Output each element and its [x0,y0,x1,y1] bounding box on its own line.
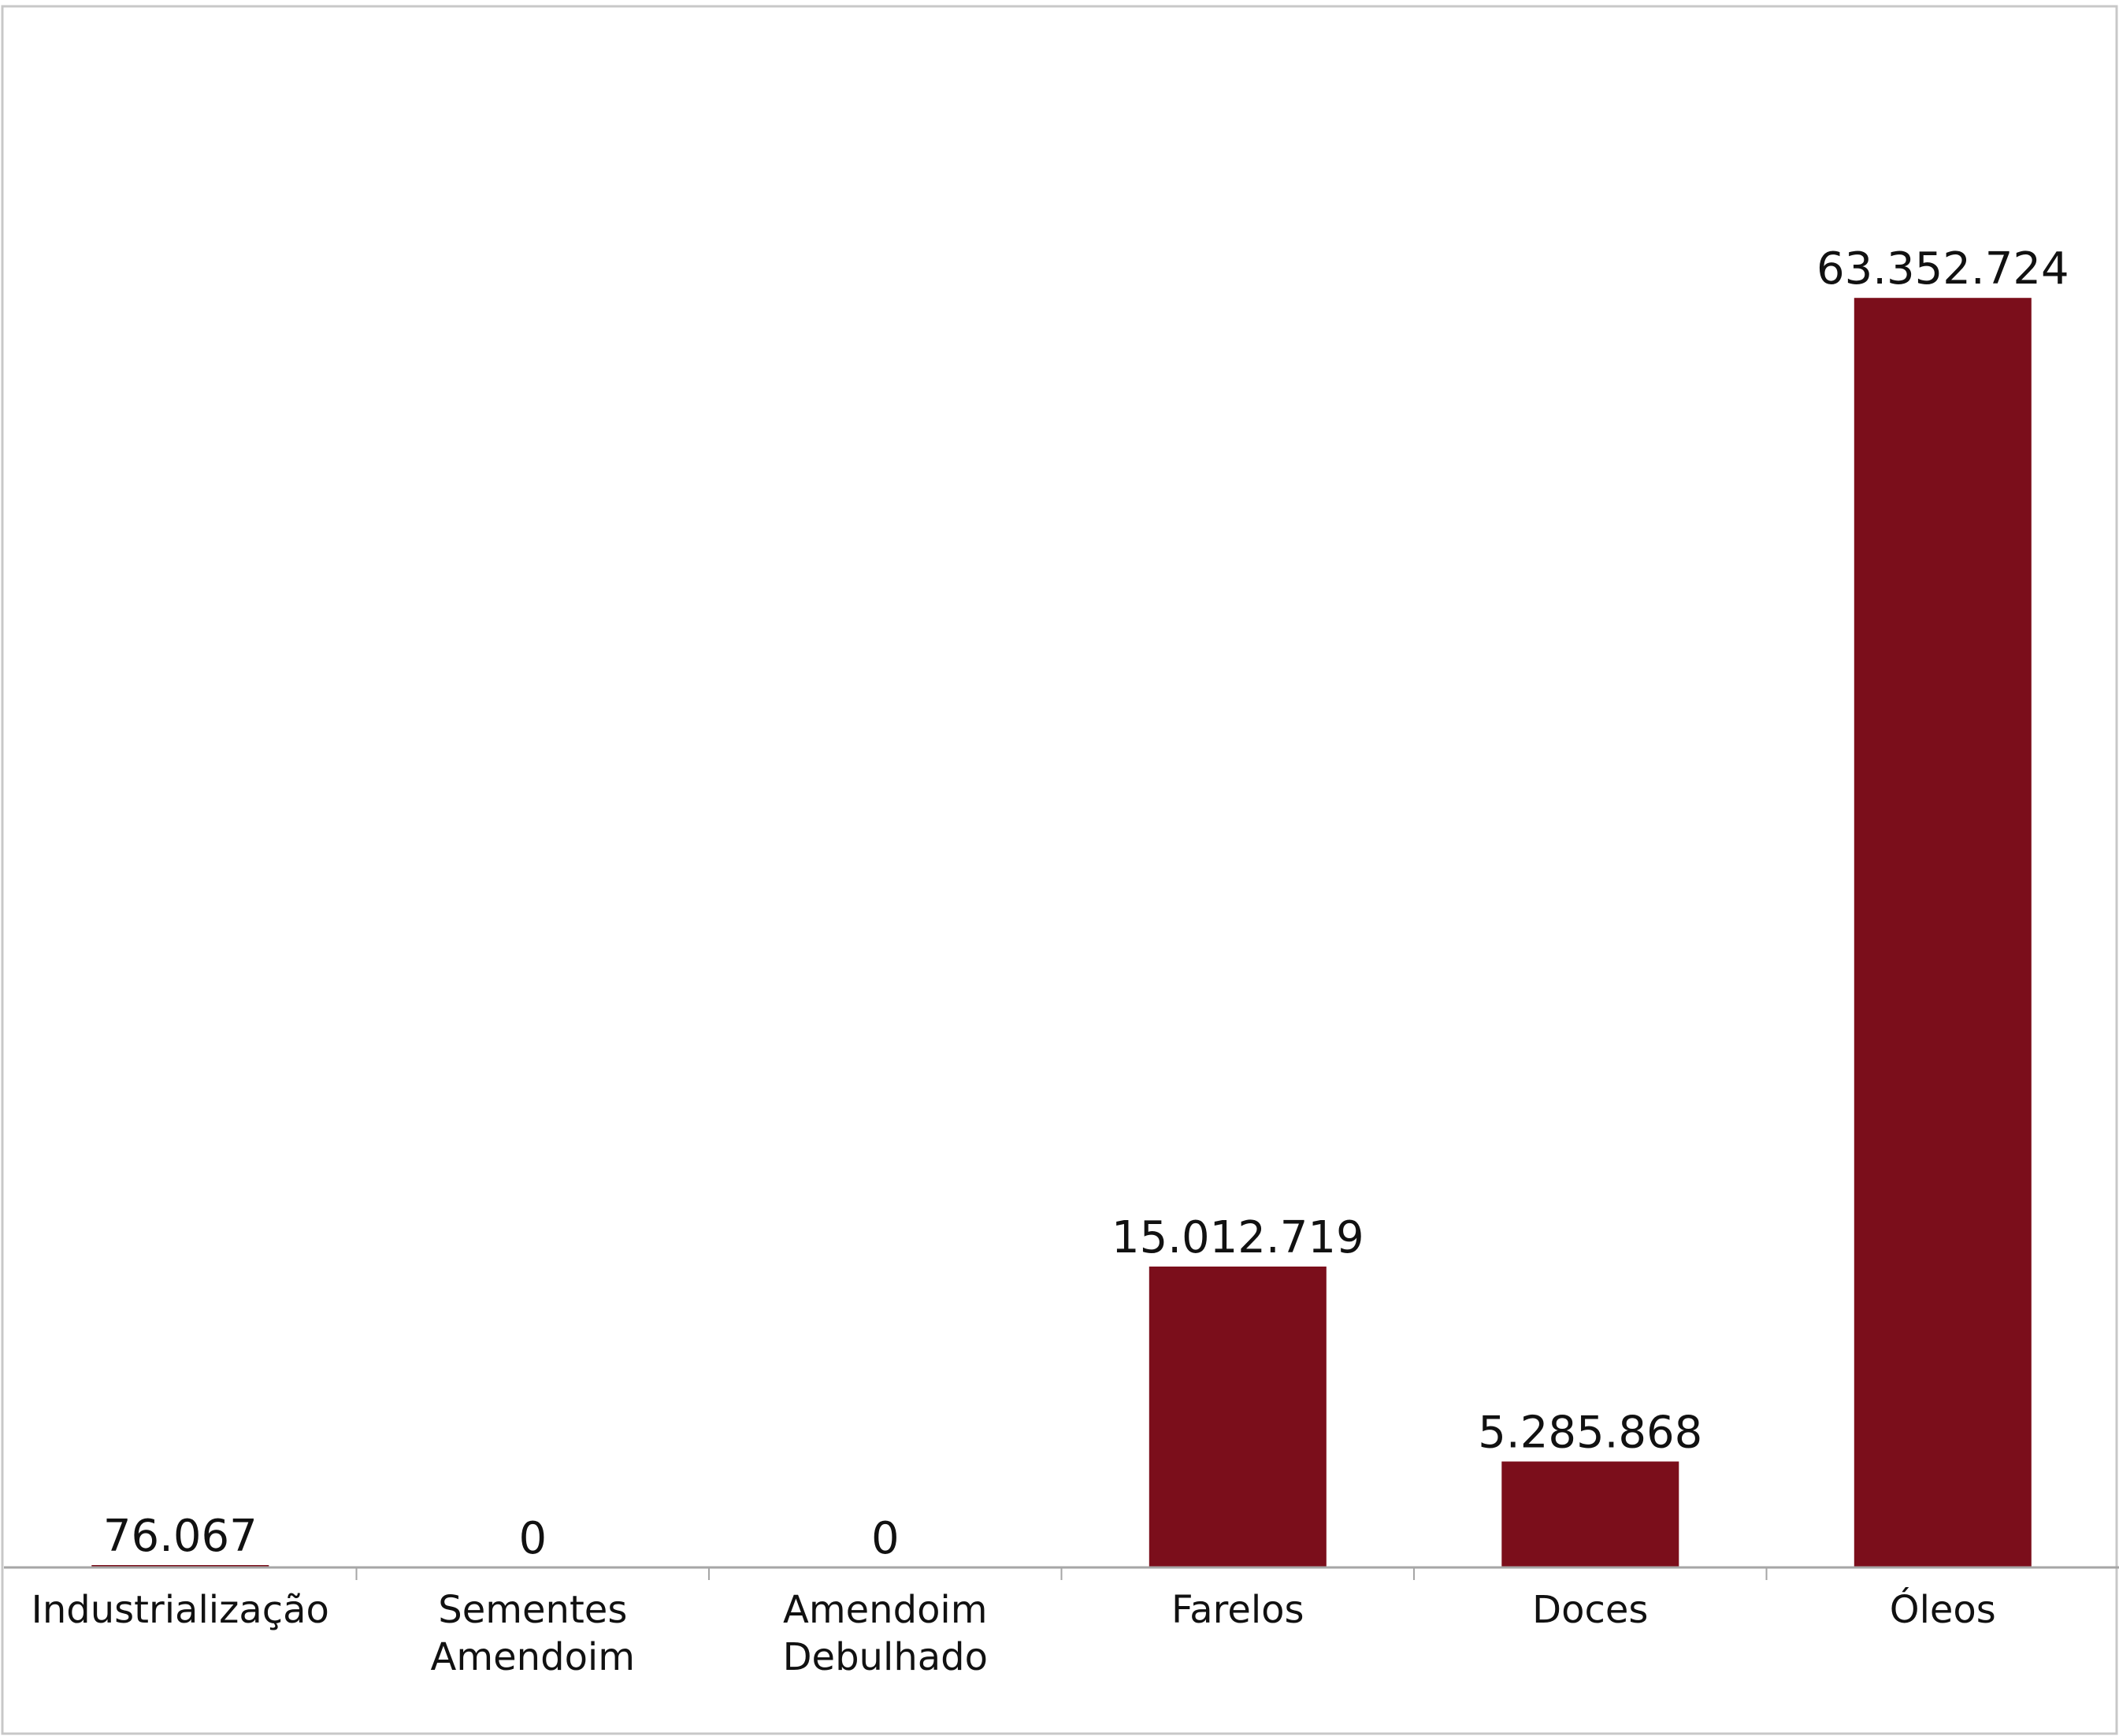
category-label-1: Sementes Amendoim [431,1588,635,1679]
category-label-line: Amendoim [431,1635,635,1679]
bars [91,298,2032,1568]
data-labels: 76.067 0 0 15.012.719 5.285.868 63.352.724 [103,243,2069,1564]
category-label-line: Doces [1532,1588,1648,1632]
category-label-line: Debulhado [783,1635,988,1679]
data-label-4: 5.285.868 [1478,1408,1702,1459]
category-label-4: Doces [1532,1588,1648,1632]
category-label-line: Farelos [1171,1588,1304,1632]
category-label-3: Farelos [1171,1588,1304,1632]
category-label-5: Óleos [1890,1587,1996,1632]
category-labels: Industrialização Sementes AmendoimAmendoim… [32,1587,1996,1679]
data-label-1: 0 [518,1513,547,1564]
bar-3 [1149,1267,1327,1567]
category-label-2: Amendoim Debulhado [783,1588,988,1679]
category-label-line: Sementes [438,1588,627,1632]
category-label-0: Industrialização [32,1588,329,1632]
bar-5 [1854,298,2032,1568]
category-label-line: Amendoim [783,1588,987,1632]
category-label-line: Óleos [1890,1587,1996,1632]
x-axis [4,1566,2119,1580]
data-label-3: 15.012.719 [1111,1212,1364,1263]
category-label-line: Industrialização [32,1588,329,1632]
data-label-5: 63.352.724 [1817,243,2069,295]
bar-4 [1501,1461,1679,1567]
data-label-0: 76.067 [103,1511,258,1562]
plot-frame [1,5,2118,1735]
data-label-2: 0 [871,1513,900,1564]
